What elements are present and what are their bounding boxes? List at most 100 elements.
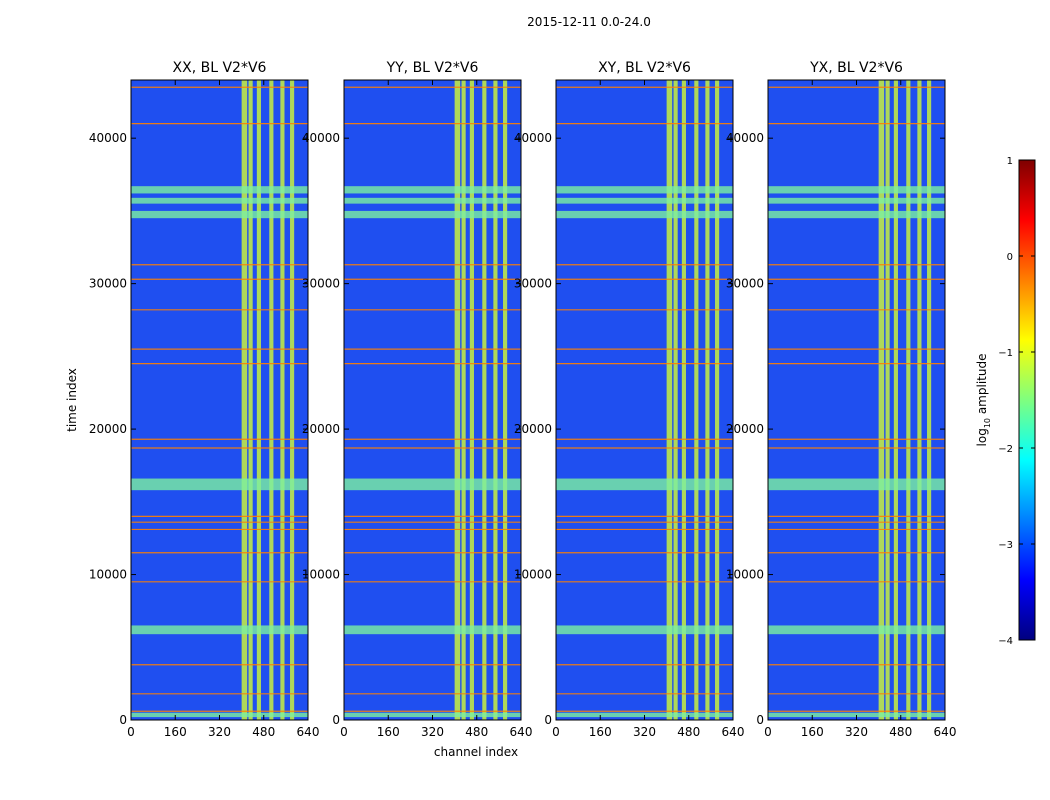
x-axis-label: channel index <box>434 745 518 759</box>
y-tick-label: 30000 <box>89 277 127 291</box>
rfi-channel-band <box>269 80 274 720</box>
rfi-time-band <box>768 625 945 635</box>
rfi-time-band <box>768 478 945 491</box>
colorbar-label: log10 amplitude <box>975 354 992 447</box>
y-tick-label: 20000 <box>726 422 764 436</box>
y-tick-label: 40000 <box>302 131 340 145</box>
panel-yy: YY, BL V2*V6 0 160 320 480 640 0 10000 20000 3000… <box>302 60 533 739</box>
rfi-time-band <box>768 712 945 718</box>
panel-xx: XX, BL V2*V6 0 160 320 480 640 0 10000 20000 3000… <box>89 60 320 739</box>
x-tick-label: 160 <box>801 725 824 739</box>
x-tick-label: 480 <box>677 725 700 739</box>
x-tick-label: 0 <box>340 725 348 739</box>
figure-title: 2015-12-11 0.0-24.0 <box>527 15 651 29</box>
y-tick-label: 0 <box>332 713 340 727</box>
rfi-time-band <box>131 186 308 194</box>
colorbar-tick-label: −3 <box>998 540 1013 551</box>
rfi-channel-band <box>705 80 710 720</box>
rfi-channel-band <box>673 80 678 720</box>
x-tick-label: 160 <box>377 725 400 739</box>
rfi-channel-band <box>454 80 461 720</box>
rfi-time-band <box>768 197 945 204</box>
y-tick-label: 40000 <box>89 131 127 145</box>
rfi-channel-band <box>461 80 466 720</box>
rfi-time-band <box>556 478 733 491</box>
y-tick-label: 30000 <box>726 277 764 291</box>
rfi-time-band <box>344 197 521 204</box>
x-tick-label: 640 <box>934 725 957 739</box>
x-tick-label: 320 <box>633 725 656 739</box>
rfi-time-band <box>556 197 733 204</box>
panel-yx: YX, BL V2*V6 0 160 320 480 640 0 10000 20000 3000… <box>726 60 957 739</box>
rfi-channel-band <box>482 80 487 720</box>
rfi-time-band <box>344 478 521 491</box>
rfi-time-band <box>768 210 945 219</box>
rfi-channel-band <box>893 80 898 720</box>
colorbar-tick-label: −4 <box>998 636 1013 647</box>
x-tick-label: 0 <box>127 725 135 739</box>
rfi-time-band <box>131 625 308 635</box>
rfi-channel-band <box>241 80 248 720</box>
rfi-channel-band <box>694 80 699 720</box>
rfi-time-band <box>556 712 733 718</box>
colorbar-tick-label: 1 <box>1007 156 1013 167</box>
rfi-channel-band <box>493 80 498 720</box>
colorbar-tick-label: −1 <box>998 348 1013 359</box>
rfi-time-band <box>556 210 733 219</box>
colorbar-label-sub: 10 <box>983 418 992 428</box>
rfi-time-band <box>556 186 733 194</box>
y-tick-label: 0 <box>544 713 552 727</box>
rfi-channel-band <box>681 80 686 720</box>
y-axis-label: time index <box>65 368 79 432</box>
y-tick-label: 40000 <box>726 131 764 145</box>
colorbar-label-amp: amplitude <box>975 354 989 418</box>
colorbar-label-log: log <box>975 428 989 446</box>
rfi-channel-band <box>256 80 261 720</box>
rfi-time-band <box>131 478 308 491</box>
x-tick-label: 480 <box>465 725 488 739</box>
x-tick-label: 160 <box>164 725 187 739</box>
colorbar: 10−1−2−3−4 log10 amplitude <box>975 156 1036 647</box>
x-tick-label: 320 <box>421 725 444 739</box>
y-tick-label: 20000 <box>514 422 552 436</box>
x-tick-label: 640 <box>510 725 533 739</box>
x-tick-label: 320 <box>208 725 231 739</box>
x-tick-label: 0 <box>552 725 560 739</box>
rfi-channel-band <box>885 80 890 720</box>
y-tick-label: 30000 <box>302 277 340 291</box>
rfi-channel-band <box>878 80 885 720</box>
rfi-channel-band <box>666 80 673 720</box>
panels: XX, BL V2*V6 0 160 320 480 640 0 10000 20000 3000… <box>89 60 957 739</box>
panel-title: YY, BL V2*V6 <box>386 60 479 76</box>
rfi-channel-band <box>469 80 474 720</box>
y-tick-label: 20000 <box>89 422 127 436</box>
rfi-channel-band <box>906 80 911 720</box>
panel-title: XX, BL V2*V6 <box>173 60 267 76</box>
x-tick-label: 640 <box>722 725 745 739</box>
y-tick-label: 10000 <box>514 568 552 582</box>
rfi-time-band <box>556 625 733 635</box>
rfi-channel-band <box>280 80 285 720</box>
rfi-time-band <box>344 712 521 718</box>
rfi-channel-band <box>927 80 932 720</box>
x-tick-label: 480 <box>889 725 912 739</box>
rfi-time-band <box>344 625 521 635</box>
x-tick-label: 0 <box>764 725 772 739</box>
rfi-channel-band <box>290 80 295 720</box>
y-tick-label: 10000 <box>302 568 340 582</box>
rfi-channel-band <box>715 80 720 720</box>
y-tick-label: 40000 <box>514 131 552 145</box>
rfi-channel-band <box>503 80 508 720</box>
panel-xy: XY, BL V2*V6 0 160 320 480 640 0 10000 20000 3000… <box>514 60 745 739</box>
y-tick-label: 20000 <box>302 422 340 436</box>
y-tick-label: 10000 <box>726 568 764 582</box>
rfi-time-band <box>344 210 521 219</box>
panel-title: XY, BL V2*V6 <box>598 60 691 76</box>
x-tick-label: 640 <box>297 725 320 739</box>
colorbar-fill <box>1018 159 1036 641</box>
rfi-time-band <box>344 186 521 194</box>
rfi-time-band <box>131 210 308 219</box>
colorbar-ticks: 1 0 −1 −2 −3 −4 <box>998 156 1035 647</box>
y-tick-label: 10000 <box>89 568 127 582</box>
x-tick-label: 320 <box>845 725 868 739</box>
